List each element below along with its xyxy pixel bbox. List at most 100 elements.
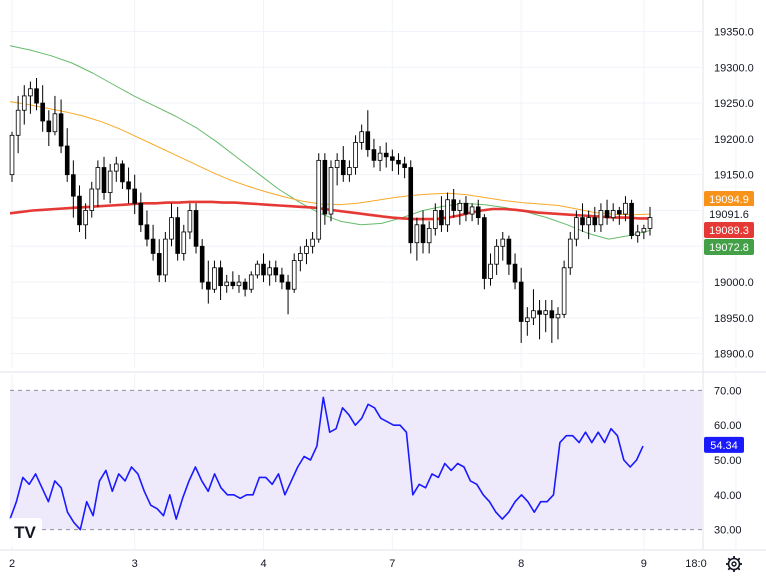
candle-body [279, 274, 285, 283]
candle [647, 206, 653, 236]
candle-body [623, 202, 628, 215]
candle-body [500, 238, 506, 247]
candle [531, 289, 536, 326]
candle-body [359, 131, 364, 143]
price-badge-bg [704, 206, 754, 222]
price-tick-label: 18950.0 [714, 313, 754, 325]
candle-body [144, 224, 150, 240]
candle-body [64, 145, 70, 176]
candle [617, 206, 622, 225]
candle-body [255, 263, 260, 276]
candle-body [445, 199, 450, 226]
candle [279, 267, 285, 290]
price-badge: 19089.3 [704, 222, 754, 238]
candle [567, 231, 573, 275]
candle [212, 260, 217, 293]
rsi-badge-label: 54.34 [710, 440, 738, 452]
settings-gear-icon[interactable] [726, 556, 742, 572]
candle-body [543, 310, 549, 315]
rsi-band-fill [10, 390, 702, 530]
candle-body [304, 245, 309, 254]
candle-body [120, 163, 125, 183]
candle-body [58, 113, 64, 147]
candle [9, 131, 15, 182]
candle [635, 224, 641, 243]
candle [224, 274, 230, 293]
candle-body [408, 167, 414, 244]
candle [555, 307, 561, 340]
candle-body [310, 238, 315, 247]
candle [304, 239, 309, 265]
candle [261, 253, 266, 283]
y-axis: 19350.019300.019250.019200.019150.019100… [714, 26, 754, 536]
candle [218, 260, 223, 300]
candle-body [475, 206, 481, 219]
candle [101, 156, 107, 200]
price-badge: 19072.8 [704, 239, 754, 255]
candle-body [494, 245, 499, 265]
candle-body [15, 109, 21, 136]
candle-body [567, 238, 573, 269]
candle-body [291, 260, 297, 290]
time-tick-label: 18:0 [685, 558, 706, 570]
candle-body [132, 188, 137, 204]
candle [580, 203, 585, 232]
candle [641, 224, 647, 240]
candle-body [463, 202, 469, 215]
candle [432, 203, 438, 236]
candle [414, 217, 420, 261]
ma-fast-line [9, 45, 651, 240]
price-tick-label: 18900.0 [714, 349, 754, 361]
candle [187, 203, 193, 240]
candle [353, 135, 358, 175]
candle-body [95, 167, 101, 190]
candle [525, 307, 530, 336]
rsi-band [10, 389, 702, 531]
candle [574, 210, 579, 247]
candle [236, 274, 242, 293]
candle [457, 199, 463, 225]
candle-body [322, 159, 328, 215]
candle-body [365, 131, 371, 151]
candle [291, 253, 297, 293]
candle [445, 192, 450, 232]
candle [334, 153, 340, 186]
candle-body [199, 245, 205, 283]
candle [383, 142, 389, 168]
candle-body [641, 227, 647, 233]
candle-body [261, 263, 266, 276]
candle-body [175, 217, 180, 254]
price-badges: 19094.9 19091.6 19089.3 19072.8 54.34 [704, 191, 754, 453]
candle [206, 260, 211, 304]
tradingview-logo[interactable]: TV [8, 518, 42, 546]
candle-body [402, 163, 407, 168]
candle-body [212, 267, 217, 290]
candle [549, 299, 555, 343]
candle-body [28, 88, 33, 97]
time-tick-label: 2 [9, 558, 15, 570]
candle-body [169, 217, 174, 240]
candle-body [426, 227, 432, 244]
candle [586, 210, 591, 240]
price-badge: 19094.9 [704, 191, 754, 207]
candle-body [580, 217, 585, 226]
candle [273, 260, 279, 283]
candle-body [420, 224, 426, 244]
price-tick-label: 19250.0 [714, 98, 754, 110]
candle [475, 199, 481, 225]
candle [34, 78, 39, 111]
candle [316, 153, 322, 243]
candle-body [163, 238, 168, 276]
candle [426, 221, 432, 254]
candle [113, 156, 119, 182]
candle [537, 299, 542, 340]
candle-body [248, 274, 254, 290]
candle-body [52, 113, 58, 133]
candle [199, 239, 205, 290]
candle-body [574, 217, 579, 240]
candle [390, 149, 395, 172]
candle-body [451, 199, 456, 211]
x-axis: 2 3 4 7 8 9 18:0 [9, 558, 707, 570]
candle [138, 192, 144, 232]
